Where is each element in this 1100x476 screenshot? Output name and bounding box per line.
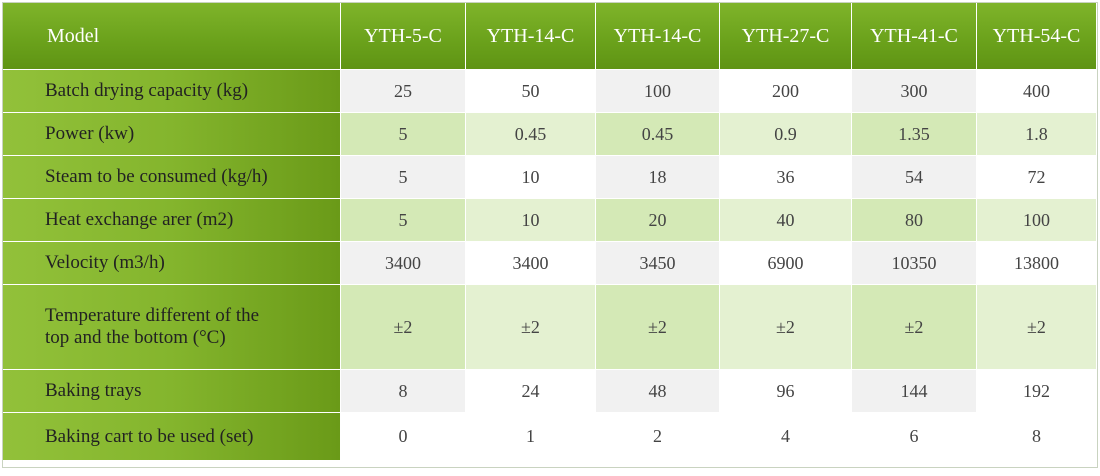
row-label: Heat exchange arer (m2) — [3, 199, 341, 242]
table-row: Batch drying capacity (kg) 25 50 100 200… — [3, 70, 1097, 113]
table-cell: 8 — [977, 413, 1097, 461]
table-cell: 1.8 — [977, 113, 1097, 156]
table-cell: ±2 — [596, 285, 720, 370]
table-cell: 54 — [852, 156, 977, 199]
table-cell: 3450 — [596, 242, 720, 285]
table-cell: 80 — [852, 199, 977, 242]
table-cell: 0.9 — [720, 113, 852, 156]
header-model: YTH-54-C — [977, 3, 1097, 70]
table-row: Baking cart to be used (set) 0 1 2 4 6 8 — [3, 413, 1097, 461]
table-cell: 100 — [977, 199, 1097, 242]
table-cell: 25 — [341, 70, 466, 113]
table-cell: 6 — [852, 413, 977, 461]
table-cell: ±2 — [977, 285, 1097, 370]
table-cell: 8 — [341, 370, 466, 413]
header-model-label: Model — [3, 3, 341, 70]
table-cell: 20 — [596, 199, 720, 242]
table-cell: 13800 — [977, 242, 1097, 285]
table-cell: 5 — [341, 113, 466, 156]
row-label-line: top and the bottom (°C) — [45, 327, 226, 348]
header-model: YTH-14-C — [466, 3, 596, 70]
table-cell: 36 — [720, 156, 852, 199]
table-cell: 18 — [596, 156, 720, 199]
table-cell: 144 — [852, 370, 977, 413]
table-cell: 3400 — [341, 242, 466, 285]
table-row: Baking trays 8 24 48 96 144 192 — [3, 370, 1097, 413]
row-label: Temperature different of the top and the… — [3, 285, 341, 370]
table-cell: 100 — [596, 70, 720, 113]
row-label: Batch drying capacity (kg) — [3, 70, 341, 113]
table-cell: 1.35 — [852, 113, 977, 156]
table-cell: 24 — [466, 370, 596, 413]
table-cell: 192 — [977, 370, 1097, 413]
row-label: Baking trays — [3, 370, 341, 413]
table-cell: 300 — [852, 70, 977, 113]
spec-table-container: Model YTH-5-C YTH-14-C YTH-14-C YTH-27-C… — [2, 2, 1098, 468]
header-model: YTH-41-C — [852, 3, 977, 70]
header-model: YTH-14-C — [596, 3, 720, 70]
table-cell: 3400 — [466, 242, 596, 285]
row-label: Power (kw) — [3, 113, 341, 156]
row-label: Steam to be consumed (kg/h) — [3, 156, 341, 199]
table-cell: 96 — [720, 370, 852, 413]
table-row: Power (kw) 5 0.45 0.45 0.9 1.35 1.8 — [3, 113, 1097, 156]
table-cell: 5 — [341, 156, 466, 199]
header-model: YTH-5-C — [341, 3, 466, 70]
table-cell: 0.45 — [596, 113, 720, 156]
table-cell: 6900 — [720, 242, 852, 285]
table-cell: 10 — [466, 156, 596, 199]
table-cell: 10 — [466, 199, 596, 242]
header-model: YTH-27-C — [720, 3, 852, 70]
table-cell: 2 — [596, 413, 720, 461]
table-cell: ±2 — [341, 285, 466, 370]
table-row: Temperature different of the top and the… — [3, 285, 1097, 370]
table-cell: 50 — [466, 70, 596, 113]
table-row: Velocity (m3/h) 3400 3400 3450 6900 1035… — [3, 242, 1097, 285]
table-cell: 1 — [466, 413, 596, 461]
header-row: Model YTH-5-C YTH-14-C YTH-14-C YTH-27-C… — [3, 3, 1097, 70]
row-label: Baking cart to be used (set) — [3, 413, 341, 461]
table-cell: ±2 — [466, 285, 596, 370]
table-row: Steam to be consumed (kg/h) 5 10 18 36 5… — [3, 156, 1097, 199]
table-cell: 48 — [596, 370, 720, 413]
table-cell: 4 — [720, 413, 852, 461]
table-cell: 0 — [341, 413, 466, 461]
table-cell: 5 — [341, 199, 466, 242]
row-label: Velocity (m3/h) — [3, 242, 341, 285]
table-cell: 10350 — [852, 242, 977, 285]
table-cell: 72 — [977, 156, 1097, 199]
table-cell: ±2 — [852, 285, 977, 370]
spec-table: Model YTH-5-C YTH-14-C YTH-14-C YTH-27-C… — [3, 3, 1097, 461]
table-cell: ±2 — [720, 285, 852, 370]
table-cell: 40 — [720, 199, 852, 242]
table-row: Heat exchange arer (m2) 5 10 20 40 80 10… — [3, 199, 1097, 242]
table-cell: 0.45 — [466, 113, 596, 156]
table-cell: 400 — [977, 70, 1097, 113]
row-label-line: Temperature different of the — [45, 305, 260, 326]
table-cell: 200 — [720, 70, 852, 113]
